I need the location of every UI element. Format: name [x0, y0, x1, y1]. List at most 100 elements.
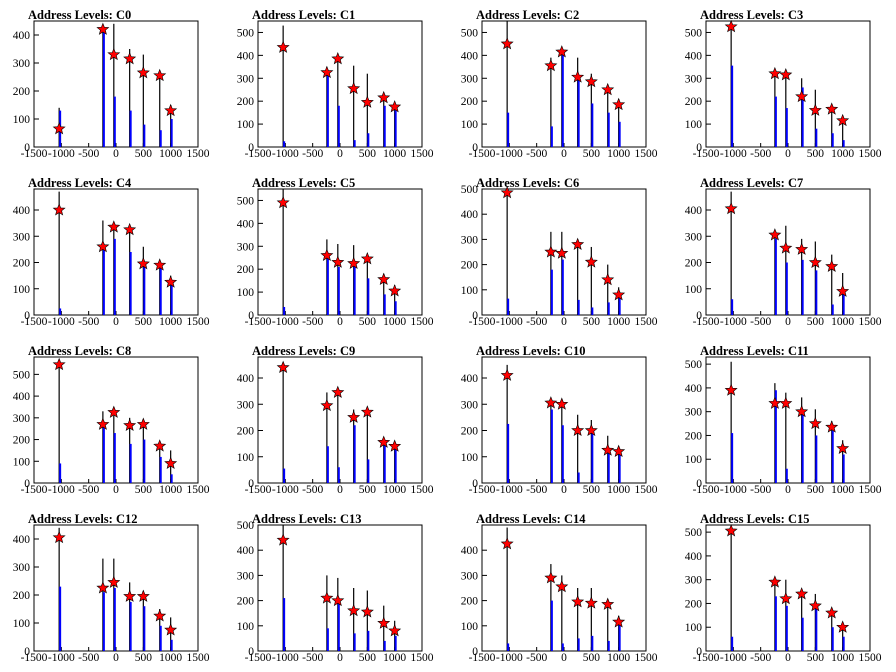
x-tick-label: 1000: [831, 652, 854, 664]
x-tick-label: -1500: [245, 652, 272, 664]
y-tick-label: 100: [237, 119, 255, 131]
chart-svg: Address Levels: C21002003004005000-1500-…: [461, 8, 658, 160]
y-tick-label: 500: [13, 369, 31, 381]
x-tick-label: 500: [807, 652, 825, 664]
chart-panel: Address Levels: C1 100 200 300 400 500 0 -1500-…: [224, 0, 448, 168]
chart-title: Address Levels: C3: [700, 8, 803, 22]
x-tick-label: 500: [135, 148, 153, 160]
y-tick-label: 200: [237, 264, 255, 276]
y-tick-label: 500: [237, 27, 255, 39]
x-tick-label: -500: [78, 148, 99, 160]
chart-panel: Address Levels: C10 100 200 300 400 0 -1500 -10…: [448, 336, 672, 504]
y-tick-label: 500: [685, 527, 703, 539]
star-marker: [52, 530, 66, 544]
chart-title: Address Levels: C5: [252, 176, 355, 190]
y-tick-label: 400: [237, 545, 255, 557]
x-tick-label: -500: [526, 148, 547, 160]
star-marker: [52, 121, 66, 135]
x-tick-label: 1500: [187, 652, 210, 664]
x-tick-label: -500: [750, 484, 771, 496]
star-marker: [795, 89, 809, 103]
x-tick-label: 0: [785, 148, 791, 160]
star-marker: [795, 242, 809, 255]
x-tick-label: 0: [785, 484, 791, 496]
star-marker: [601, 443, 615, 456]
x-tick-label: -1500: [469, 316, 496, 328]
x-tick-label: 500: [359, 652, 377, 664]
chart-panel: Address Levels: C2 100 200 300 400 500 0 -1500-…: [448, 0, 672, 168]
x-tick-label: -500: [78, 652, 99, 664]
x-tick-label: -1500: [469, 484, 496, 496]
chart-title: Address Levels: C4: [28, 176, 132, 190]
star-marker: [276, 195, 290, 209]
y-tick-label: 400: [685, 383, 703, 395]
y-tick-label: 200: [13, 590, 31, 602]
star-marker: [331, 593, 345, 607]
x-tick-label: 1500: [187, 316, 210, 328]
star-marker: [795, 404, 809, 418]
x-tick-label: -500: [302, 652, 323, 664]
y-tick-label: 100: [461, 285, 479, 297]
star-marker: [360, 95, 374, 108]
star-marker: [571, 237, 585, 250]
y-tick-label: 0: [472, 142, 478, 154]
chart-title: Address Levels: C7: [700, 176, 803, 190]
x-tick-label: 500: [807, 484, 825, 496]
x-tick-label: -1000: [496, 484, 523, 496]
x-tick-label: 1000: [607, 316, 630, 328]
x-tick-label: 500: [135, 484, 153, 496]
y-tick-label: 300: [237, 73, 255, 85]
y-tick-label: 0: [696, 478, 702, 490]
y-tick-label: 400: [685, 205, 703, 217]
y-tick-label: 400: [461, 50, 479, 62]
chart-panel: Address Levels: C6 100 200 300 400 500 0 -1500-…: [448, 168, 672, 336]
x-tick-label: 1500: [635, 316, 658, 328]
star-marker: [347, 81, 361, 95]
x-tick-label: 500: [583, 652, 601, 664]
y-tick-label: 300: [13, 231, 31, 243]
star-marker: [500, 537, 514, 550]
x-tick-label: 500: [359, 316, 377, 328]
star-marker: [612, 615, 626, 628]
star-marker: [136, 589, 150, 602]
x-tick-label: 1500: [859, 652, 882, 664]
star-marker: [779, 591, 793, 605]
star-marker: [768, 228, 782, 241]
x-tick-label: -1000: [496, 316, 523, 328]
x-tick-label: -500: [302, 484, 323, 496]
y-tick-label: 300: [685, 73, 703, 85]
star-marker: [153, 258, 167, 271]
y-tick-label: 300: [685, 575, 703, 587]
y-tick-label: 200: [685, 430, 703, 442]
x-tick-label: -1500: [245, 148, 272, 160]
y-tick-label: 100: [13, 284, 31, 296]
x-tick-label: -1000: [48, 652, 75, 664]
star-marker: [360, 252, 374, 265]
y-tick-label: 100: [13, 114, 31, 126]
y-tick-label: 200: [461, 426, 479, 438]
star-marker: [601, 272, 615, 286]
y-tick-label: 0: [24, 310, 30, 322]
star-marker: [571, 595, 585, 608]
y-tick-label: 0: [696, 646, 702, 658]
x-tick-label: 500: [583, 484, 601, 496]
x-tick-label: 1500: [187, 484, 210, 496]
star-marker: [96, 239, 110, 253]
star-marker: [388, 100, 402, 113]
star-marker: [779, 68, 793, 81]
x-tick-label: 0: [337, 652, 343, 664]
star-marker: [331, 255, 345, 268]
star-marker: [724, 19, 738, 33]
star-marker: [276, 360, 290, 374]
x-tick-label: 500: [359, 148, 377, 160]
chart-panel: Address Levels: C5 100 200 300 400 500 0 -1500-…: [224, 168, 448, 336]
x-tick-label: -1000: [272, 148, 299, 160]
star-marker: [360, 405, 374, 418]
star-marker: [500, 368, 514, 381]
star-marker: [377, 616, 391, 629]
star-marker: [612, 444, 626, 458]
y-tick-label: 300: [237, 399, 255, 411]
